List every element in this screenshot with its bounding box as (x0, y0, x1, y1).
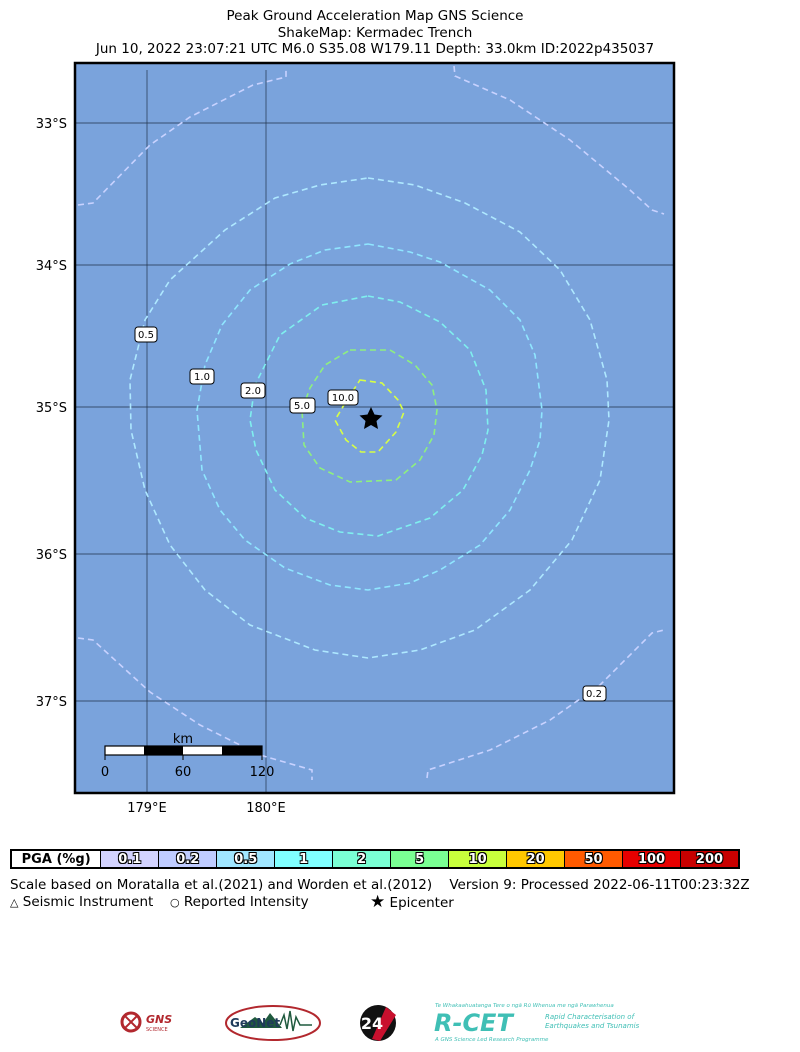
rcet-logo: Te Whakaahuatanga Tere o ngā Rū Whenua m… (434, 1003, 640, 1043)
gns-sub: SCIENCE (146, 1027, 168, 1033)
legend-item: 50 (564, 851, 623, 867)
epicenter-label: Epicenter (389, 895, 454, 911)
scalebar-tick-120: 120 (250, 765, 275, 780)
seismic-instrument-label: Seismic Instrument (22, 894, 154, 910)
legend-item: 0.1 (100, 851, 159, 867)
lat-label-35: 35°S (36, 401, 67, 416)
version-info: Version 9: Processed 2022-06-11T00:23:32… (449, 877, 750, 893)
star-icon: ★ (370, 892, 386, 912)
contour-0.2-ne (453, 65, 665, 215)
circle-icon: ○ (170, 896, 180, 909)
legend-item: 1 (274, 851, 333, 867)
pga-legend: PGA (%g) 0.1 0.2 0.5 1 2 5 10 20 50 100 … (10, 849, 740, 869)
rcet-side-2: Earthquakes and Tsunamis (545, 1022, 640, 1030)
contour-label-5.0: 5.0 (294, 401, 310, 412)
legend-seismic-instrument: △ Seismic Instrument (10, 894, 153, 910)
rcet-wordmark: R-CET (434, 1009, 514, 1037)
monitoring-number: 24 (361, 1014, 383, 1033)
event-info: Jun 10, 2022 23:07:21 UTC M6.0 S35.08 W1… (95, 41, 655, 57)
contour-label-0.2: 0.2 (586, 689, 602, 700)
contour-label-1.0: 1.0 (194, 372, 210, 383)
graticule (75, 70, 674, 793)
scalebar-tick-0: 0 (101, 765, 109, 780)
gns-wordmark: GNS (146, 1013, 172, 1026)
shakemap: 0.5 1.0 2.0 5.0 10.0 0.2 km 0 60 120 33°… (36, 61, 676, 816)
star-icon (359, 407, 383, 429)
contour-5.0 (301, 349, 438, 483)
contour-10.0 (334, 379, 405, 453)
scale-note: Scale based on Moratalla et al.(2021) an… (10, 877, 750, 893)
map-title: Peak Ground Acceleration Map GNS Science (226, 8, 524, 24)
contour-0.2-nw (77, 67, 287, 206)
contour-label-2.0: 2.0 (245, 386, 261, 397)
rcet-top-text: Te Whakaahuatanga Tere o ngā Rū Whenua m… (435, 1003, 614, 1009)
rcet-bottom-text: A GNS Science Led Research Programme (434, 1037, 549, 1043)
contour-1.0 (196, 243, 543, 591)
contour-label-10.0: 10.0 (332, 393, 354, 404)
legend-reported-intensity: ○ Reported Intensity (170, 894, 309, 910)
legend-title: PGA (%g) (12, 851, 101, 867)
lon-label-179: 179°E (127, 801, 167, 816)
gns-logo: GNS SCIENCE (120, 1011, 172, 1033)
scalebar-tick-60: 60 (175, 765, 192, 780)
geonet-logo: GeoNet (225, 1005, 321, 1041)
triangle-icon: △ (10, 896, 19, 909)
legend-item: 200 (680, 851, 738, 867)
rcet-side-1: Rapid Characterisation of (545, 1013, 636, 1021)
legend-item: 0.2 (158, 851, 217, 867)
monitoring-logo: 24 (360, 1005, 396, 1041)
legend-item: 5 (390, 851, 449, 867)
logo-strip: GNS SCIENCE GeoNet 24 Te Whakaahuatanga … (120, 1003, 640, 1043)
reported-intensity-label: Reported Intensity (183, 894, 309, 910)
legend-item: 0.5 (216, 851, 275, 867)
map-area (75, 63, 674, 793)
lat-label-36: 36°S (36, 548, 67, 563)
contour-0.2-se (426, 629, 665, 779)
contour-label-0.5: 0.5 (138, 330, 154, 341)
lon-label-180: 180°E (246, 801, 286, 816)
lat-label-33: 33°S (36, 117, 67, 132)
lat-label-37: 37°S (36, 695, 67, 710)
legend-item: 100 (622, 851, 680, 867)
contour-0.2-sw (77, 637, 313, 780)
legend-item: 10 (448, 851, 507, 867)
legend-item: 2 (332, 851, 391, 867)
map-subtitle: ShakeMap: Kermadec Trench (277, 25, 473, 41)
lat-label-34: 34°S (36, 259, 67, 274)
scalebar-unit: km (173, 732, 193, 747)
scalebar: km 0 60 120 (101, 732, 275, 780)
map-frame (73, 61, 676, 795)
legend-item: 20 (506, 851, 565, 867)
contour-0.5 (129, 177, 610, 659)
geonet-wordmark: GeoNet (230, 1016, 280, 1030)
legend-epicenter: ★ Epicenter (370, 892, 454, 912)
scale-reference: Scale based on Moratalla et al.(2021) an… (10, 877, 433, 893)
